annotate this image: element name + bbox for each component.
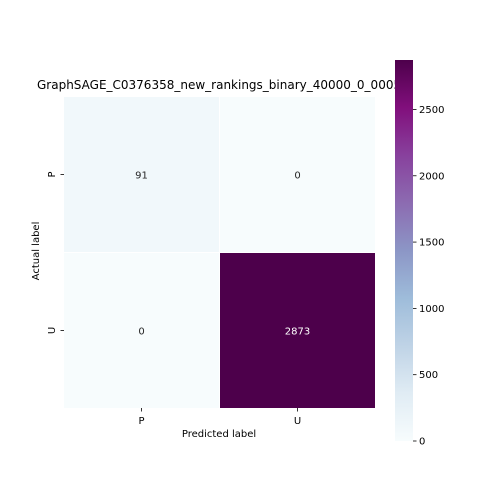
heatmap-cell-P-U bbox=[220, 97, 375, 252]
heatmap-cell-U-U bbox=[220, 253, 375, 408]
colorbar-tick-label: 0 bbox=[419, 437, 425, 448]
heatmap-area: 91 0 0 2873 P U P U bbox=[47, 97, 375, 427]
colorbar-tick-label: 2500 bbox=[419, 105, 444, 116]
colorbar-tick-label: 500 bbox=[419, 370, 438, 381]
colorbar: 0 500 1000 1500 2000 2500 bbox=[395, 60, 444, 448]
y-tick-label: P bbox=[47, 171, 58, 177]
y-axis-label: Actual label bbox=[31, 222, 42, 281]
cell-value-label: 0 bbox=[138, 327, 144, 338]
x-tick-label: P bbox=[138, 416, 144, 427]
colorbar-tick-label: 2000 bbox=[419, 171, 444, 182]
colorbar-gradient bbox=[395, 60, 413, 441]
cell-value-label: 2873 bbox=[285, 327, 310, 338]
x-tick-label: U bbox=[294, 416, 301, 427]
heatmap-cell-U-P bbox=[64, 253, 219, 408]
chart-title: GraphSAGE_C0376358_new_rankings_binary_4… bbox=[37, 78, 401, 92]
cell-value-label: 91 bbox=[135, 171, 148, 182]
heatmap-cell-P-P bbox=[64, 97, 219, 252]
colorbar-tick-label: 1500 bbox=[419, 238, 444, 249]
x-axis-label: Predicted label bbox=[182, 429, 256, 440]
y-tick-label: U bbox=[47, 327, 58, 334]
cell-value-label: 0 bbox=[294, 171, 300, 182]
colorbar-tick-label: 1000 bbox=[419, 304, 444, 315]
